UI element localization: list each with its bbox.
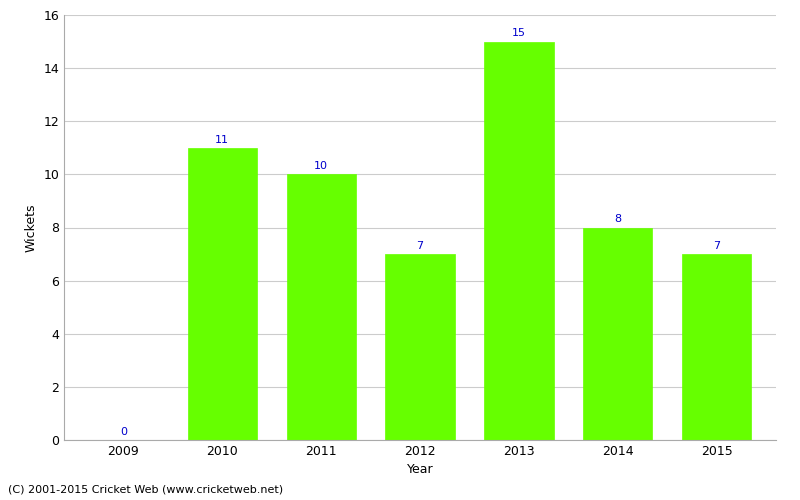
Bar: [682, 254, 751, 440]
Text: 7: 7: [417, 241, 423, 251]
Bar: [188, 148, 257, 440]
X-axis label: Year: Year: [406, 464, 434, 476]
Text: (C) 2001-2015 Cricket Web (www.cricketweb.net): (C) 2001-2015 Cricket Web (www.cricketwe…: [8, 485, 283, 495]
Text: 8: 8: [614, 214, 622, 224]
Bar: [286, 174, 356, 440]
Bar: [583, 228, 652, 440]
Bar: [484, 42, 554, 440]
Text: 10: 10: [314, 161, 328, 171]
Text: 15: 15: [512, 28, 526, 38]
Text: 7: 7: [713, 241, 720, 251]
Y-axis label: Wickets: Wickets: [25, 203, 38, 252]
Text: 11: 11: [215, 134, 230, 144]
Bar: [386, 254, 454, 440]
Text: 0: 0: [120, 427, 127, 437]
